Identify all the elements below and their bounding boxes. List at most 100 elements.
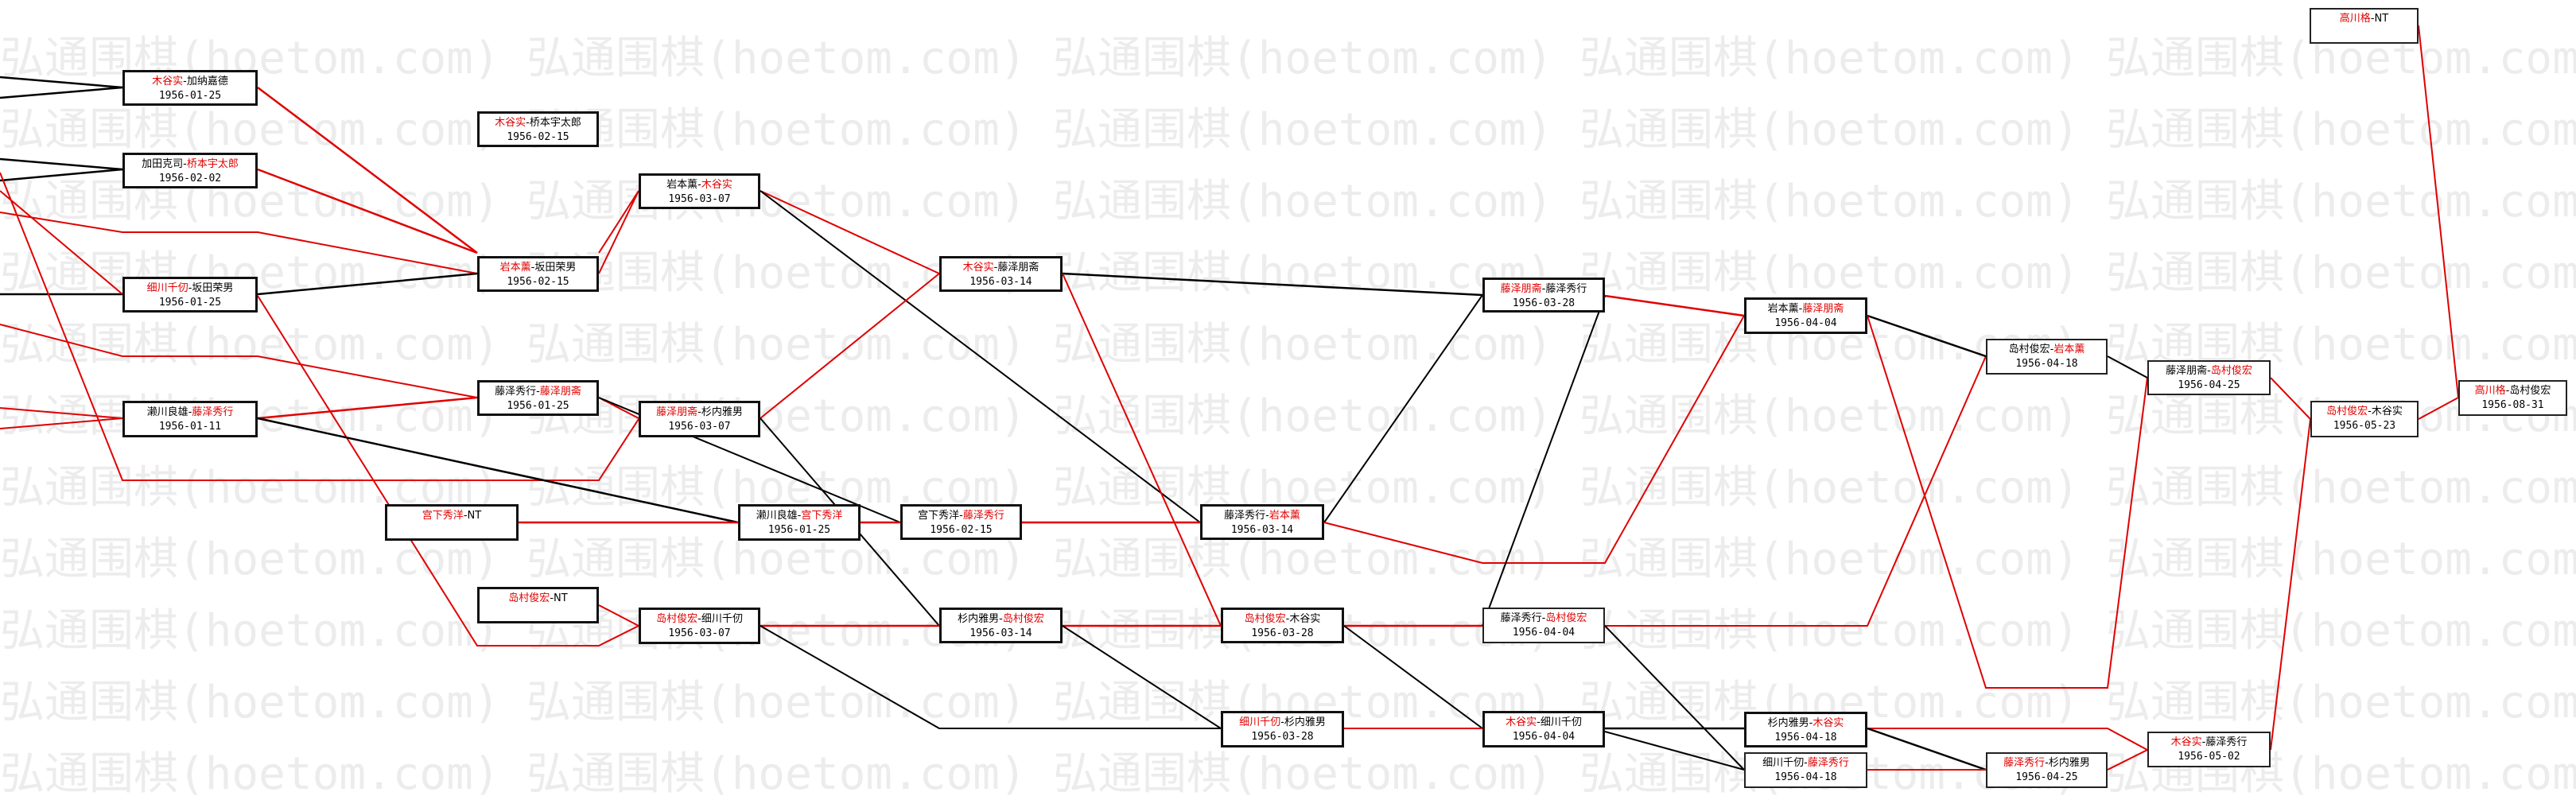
match-box[interactable]: 岛村俊宏-岩本薰 1956-04-18 (1986, 339, 2108, 375)
match-box[interactable]: 岛村俊宏-木谷实 1956-03-28 (1221, 608, 1344, 643)
match-players: 藤泽秀行-藤泽朋斋 (480, 385, 596, 399)
separator: - (697, 613, 701, 625)
match-date: 1956-01-25 (767, 524, 831, 536)
match-box[interactable]: 细川千仞-藤泽秀行 1956-04-18 (1744, 752, 1867, 788)
watermark-text: 弘通围棋(hoetom.com) (2106, 104, 2576, 156)
watermark-text: 弘通围棋(hoetom.com) (526, 534, 1027, 585)
match-box[interactable]: 岛村俊宏-木谷实 1956-05-23 (2310, 401, 2419, 437)
match-players: 岩本薰-坂田荣男 (480, 261, 596, 275)
watermark-text: 弘通围棋(hoetom.com) (0, 104, 500, 156)
match-box[interactable]: 木谷实-藤泽秀行 1956-05-02 (2147, 732, 2271, 767)
player-2: 藤泽秀行 (2205, 736, 2248, 748)
player-2: 岛村俊宏 (1002, 613, 1044, 625)
match-players: 藤泽朋斋-岛村俊宏 (2149, 364, 2269, 379)
player-2: 宫下秀洋 (801, 510, 843, 522)
match-box[interactable]: 宫下秀洋-NT (385, 504, 519, 541)
match-box[interactable]: 木谷实-桥本宇太郎 1956-02-15 (477, 111, 599, 147)
match-box[interactable]: 杉内雅男-木谷实 1956-04-18 (1744, 712, 1867, 747)
match-box[interactable]: 岩本薰-木谷实 1956-03-07 (639, 173, 760, 209)
match-date: 1956-01-25 (507, 400, 569, 412)
player-1: 木谷实 (495, 117, 526, 129)
player-2: 藤泽朋斋 (1802, 303, 1844, 315)
match-box[interactable]: 木谷实-细川千仞 1956-04-04 (1482, 711, 1605, 747)
player-1: 岛村俊宏 (2008, 344, 2050, 355)
player-2: 藤泽秀行 (1807, 757, 1849, 769)
player-1: 加田克司 (142, 158, 184, 170)
watermark-text: 弘通围棋(hoetom.com) (526, 319, 1027, 371)
watermark-text: 弘通围棋(hoetom.com) (2106, 534, 2576, 585)
player-1: 岩本薰 (666, 179, 698, 191)
match-players: 濑川良雄-宫下秀洋 (740, 509, 858, 523)
match-box[interactable]: 藤泽朋斋-杉内雅男 1956-03-07 (639, 401, 760, 437)
separator: - (188, 282, 192, 294)
match-box[interactable]: 藤泽秀行-岛村俊宏 1956-04-04 (1482, 608, 1605, 643)
loser-connector-line (2107, 355, 2148, 379)
player-2: 细川千仞 (701, 613, 743, 625)
match-date: 1956-04-04 (1512, 627, 1576, 639)
separator: - (183, 76, 187, 87)
match-date: 1956-02-15 (507, 276, 569, 288)
player-1: 木谷实 (1506, 716, 1537, 728)
loser-connector-line (1343, 625, 1483, 729)
match-date: 1956-03-28 (1251, 627, 1314, 639)
match-date: 1956-04-04 (1512, 731, 1576, 743)
match-date: 1956-08-31 (2481, 399, 2544, 411)
player-2: 加纳嘉德 (186, 76, 228, 87)
match-box[interactable]: 岩本薰-坂田荣男 1956-02-15 (477, 256, 599, 292)
match-box[interactable]: 木谷实-加纳嘉德 1956-01-25 (122, 70, 258, 106)
watermark-text: 弘通围棋(hoetom.com) (1053, 176, 1553, 227)
separator: - (2050, 344, 2054, 355)
match-box[interactable]: 细川千仞-坂田荣男 1956-01-25 (122, 277, 258, 313)
loser-connector-line (0, 76, 123, 89)
match-date: 1956-02-02 (158, 173, 222, 184)
player-1: 濑川良雄 (146, 406, 188, 418)
match-players: 藤泽秀行-岛村俊宏 (1484, 612, 1603, 626)
match-date: 1956-05-02 (2178, 751, 2240, 763)
watermark-text: 弘通围棋(hoetom.com) (1579, 462, 2080, 514)
match-players: 木谷实-藤泽秀行 (2149, 736, 2269, 750)
loser-connector-line (1482, 295, 1606, 627)
player-1: 濑川良雄 (756, 510, 798, 522)
match-box[interactable]: 藤泽朋斋-岛村俊宏 1956-04-25 (2147, 360, 2271, 395)
loser-connector-line (1604, 731, 1745, 771)
player-1: 细川千仞 (1239, 716, 1281, 728)
match-box[interactable]: 濑川良雄-藤泽秀行 1956-01-11 (122, 401, 258, 437)
match-box[interactable]: 加田克司-桥本宇太郎 1956-02-02 (122, 153, 258, 188)
match-box[interactable]: 岩本薰-藤泽朋斋 1956-04-04 (1744, 297, 1867, 334)
match-box[interactable]: 岛村俊宏-NT (477, 587, 599, 623)
match-box[interactable]: 濑川良雄-宫下秀洋 1956-01-25 (738, 504, 861, 541)
match-date: 1956-04-18 (1774, 771, 1837, 783)
match-players: 高川格-NT (2311, 12, 2417, 26)
separator: - (188, 406, 192, 418)
winner-connector-line (257, 168, 478, 254)
watermark-text: 弘通围棋(hoetom.com) (1053, 247, 1553, 299)
player-1: 木谷实 (152, 76, 184, 87)
player-2: 坂田荣男 (534, 262, 577, 274)
match-box[interactable]: 藤泽秀行-藤泽朋斋 1956-01-25 (477, 380, 599, 416)
match-box[interactable]: 藤泽秀行-岩本薰 1956-03-14 (1200, 504, 1324, 540)
watermark-text: 弘通围棋(hoetom.com) (2106, 247, 2576, 299)
separator: - (536, 386, 540, 398)
match-box[interactable]: 杉内雅男-岛村俊宏 1956-03-14 (939, 608, 1063, 643)
separator: - (1537, 716, 1541, 728)
match-box[interactable]: 高川格-岛村俊宏 1956-08-31 (2458, 380, 2567, 416)
watermark-text: 弘通围棋(hoetom.com) (526, 390, 1027, 442)
loser-connector-line (1867, 727, 1987, 771)
winner-connector-line (2418, 25, 2459, 398)
match-box[interactable]: 高川格-NT (2310, 8, 2419, 44)
watermark-text: 弘通围棋(hoetom.com) (0, 319, 500, 371)
separator: - (697, 406, 701, 418)
player-2: 岛村俊宏 (2210, 365, 2252, 377)
match-players: 岛村俊宏-NT (480, 592, 596, 606)
watermark-text: 弘通围棋(hoetom.com) (1579, 247, 2080, 299)
separator: - (999, 613, 1003, 625)
match-box[interactable]: 木谷实-藤泽朋斋 1956-03-14 (939, 256, 1063, 292)
match-box[interactable]: 宫下秀洋-藤泽秀行 1956-02-15 (900, 504, 1022, 540)
match-box[interactable]: 藤泽秀行-杉内雅男 1956-04-25 (1986, 752, 2108, 788)
match-box[interactable]: 岛村俊宏-细川千仞 1956-03-07 (639, 608, 760, 644)
loser-connector-line (0, 168, 123, 182)
match-box[interactable]: 细川千仞-杉内雅男 1956-03-28 (1221, 711, 1344, 747)
winner-connector-line (1323, 315, 1745, 564)
match-box[interactable]: 藤泽朋斋-藤泽秀行 1956-03-28 (1482, 278, 1605, 313)
